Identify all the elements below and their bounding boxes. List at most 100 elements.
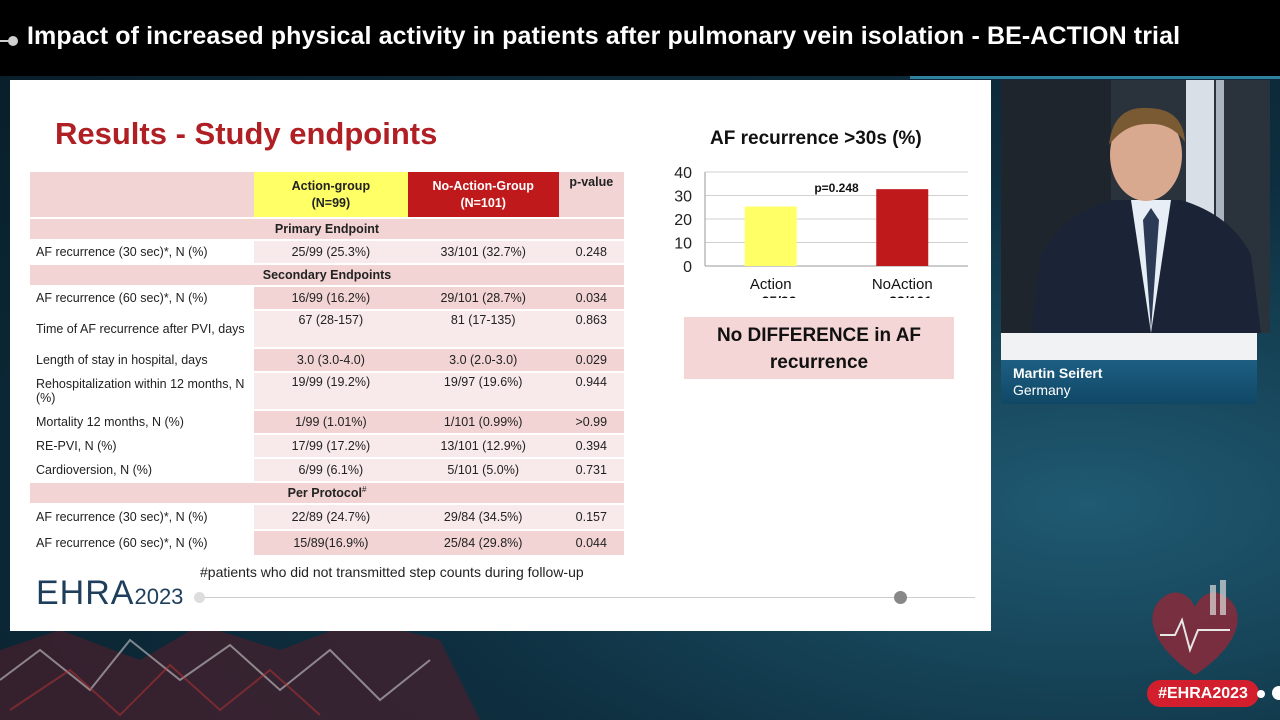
- table-row: Rehospitalization within 12 months, N (%…: [30, 373, 624, 409]
- title-decor-line: [0, 40, 10, 42]
- row-action-value: 15/89(16.9%): [253, 531, 408, 555]
- chart-y-tick-label: 0: [683, 259, 692, 276]
- table-row: AF recurrence (30 sec)*, N (%) 22/89 (24…: [30, 505, 624, 529]
- hashtag-decor-dot: [1257, 690, 1265, 698]
- row-label: AF recurrence (30 sec)*, N (%): [36, 245, 208, 259]
- row-action-value: 22/89 (24.7%): [253, 505, 408, 529]
- row-label: Mortality 12 months, N (%): [36, 415, 184, 429]
- row-label: Cardioversion, N (%): [36, 463, 153, 477]
- chart-bar: [876, 189, 929, 266]
- af-recurrence-chart: 0 10 20 30 40 Actionn=25/99 NoActionn=33/101 p=…: [674, 165, 968, 298]
- row-noaction-value: 5/101 (5.0%): [407, 459, 559, 481]
- hashtag-decor-dot: [1272, 686, 1280, 700]
- background-network-pattern: [0, 620, 480, 720]
- header-action-label: Action-group: [291, 178, 371, 193]
- header-noaction-group: No-Action-Group (N=101): [407, 172, 559, 217]
- speaker-name: Martin Seifert: [1013, 365, 1103, 381]
- logo-main: EHRA: [36, 574, 135, 612]
- row-action-value: 3.0 (3.0-4.0): [253, 349, 408, 371]
- row-label: Rehospitalization within 12 months, N (%…: [36, 377, 245, 405]
- table-row: AF recurrence (60 sec)*, N (%) 16/99 (16…: [30, 287, 624, 309]
- header-p-value: p-value: [558, 172, 624, 217]
- row-label: AF recurrence (60 sec)*, N (%): [36, 536, 208, 550]
- row-noaction-value: 1/101 (0.99%): [407, 411, 559, 433]
- row-p-value: 0.863: [558, 311, 624, 347]
- table-row: AF recurrence (60 sec)*, N (%) 15/89(16.…: [30, 531, 624, 555]
- logo-year: 2023: [134, 584, 184, 609]
- row-label: RE-PVI, N (%): [36, 439, 117, 453]
- broadcast-title: Impact of increased physical activity in…: [27, 22, 1181, 50]
- table-row: Cardioversion, N (%) 6/99 (6.1%) 5/101 (…: [30, 459, 624, 481]
- broadcast-title-bar: Impact of increased physical activity in…: [0, 0, 1280, 76]
- chart-y-tick-label: 30: [674, 189, 692, 206]
- row-p-value: 0.944: [558, 373, 624, 409]
- section-label: Secondary Endpoints: [30, 265, 624, 285]
- row-action-value: 19/99 (19.2%): [253, 373, 408, 409]
- footnote: #patients who did not transmitted step c…: [200, 564, 584, 580]
- header-noaction-n: (N=101): [460, 195, 506, 210]
- callout-line2: recurrence: [769, 352, 869, 373]
- header-noaction-label: No-Action-Group: [432, 178, 534, 193]
- chart-category-label: NoAction: [872, 276, 933, 293]
- chart-y-tick-label: 20: [674, 212, 692, 229]
- event-hashtag: #EHRA2023: [1147, 680, 1259, 707]
- callout-line1: No DIFFERENCE in AF: [716, 325, 922, 346]
- row-p-value: 0.029: [558, 349, 624, 371]
- row-action-value: 16/99 (16.2%): [253, 287, 408, 309]
- speaker-country: Germany: [1013, 382, 1071, 398]
- row-noaction-value: 19/97 (19.6%): [407, 373, 559, 409]
- chart-title: AF recurrence >30s (%): [710, 128, 922, 149]
- row-p-value: 0.044: [558, 531, 624, 555]
- table-row: Time of AF recurrence after PVI, days 67…: [30, 311, 624, 347]
- row-p-value: 0.034: [558, 287, 624, 309]
- row-p-value: 0.248: [558, 241, 624, 263]
- speaker-name-tag: Martin Seifert Germany: [1001, 360, 1257, 404]
- row-noaction-value: 29/84 (34.5%): [407, 505, 559, 529]
- results-table: Action-group (N=99) No-Action-Group (N=101…: [30, 170, 624, 557]
- header-empty-cell: [30, 172, 254, 217]
- row-action-value: 67 (28-157): [253, 311, 408, 347]
- table-header-row: Action-group (N=99) No-Action-Group (N=101…: [30, 172, 624, 217]
- chart-category-label: Action: [750, 276, 792, 293]
- row-label: Length of stay in hospital, days: [36, 353, 208, 367]
- chart-y-tick-label: 40: [674, 165, 692, 182]
- table-row: RE-PVI, N (%) 17/99 (17.2%) 13/101 (12.9…: [30, 435, 624, 457]
- row-noaction-value: 3.0 (2.0-3.0): [407, 349, 559, 371]
- row-label: AF recurrence (30 sec)*, N (%): [36, 510, 208, 524]
- row-noaction-value: 29/101 (28.7%): [407, 287, 559, 309]
- row-p-value: >0.99: [558, 411, 624, 433]
- section-row-per-protocol: Per Protocol#: [30, 483, 624, 503]
- chart-category-sublabel: n=33/101: [872, 293, 932, 298]
- row-label: AF recurrence (60 sec)*, N (%): [36, 291, 208, 305]
- row-p-value: 0.394: [558, 435, 624, 457]
- slide-progress-start-dot: [194, 592, 205, 603]
- header-action-n: (N=99): [311, 195, 351, 210]
- table-row: AF recurrence (30 sec)*, N (%) 25/99 (25…: [30, 241, 624, 263]
- title-accent-line: [910, 76, 1280, 79]
- table-row: Mortality 12 months, N (%) 1/99 (1.01%) …: [30, 411, 624, 433]
- chart-category-sublabel: n=25/99: [745, 293, 797, 298]
- header-action-group: Action-group (N=99): [253, 172, 408, 217]
- row-p-value: 0.731: [558, 459, 624, 481]
- row-p-value: 0.157: [558, 505, 624, 529]
- per-protocol-label: Per Protocol: [287, 486, 362, 501]
- row-noaction-value: 81 (17-135): [407, 311, 559, 347]
- ehra-heart-logo: [1152, 580, 1238, 675]
- section-label: Per Protocol#: [30, 483, 624, 503]
- row-action-value: 17/99 (17.2%): [253, 435, 408, 457]
- table-row: Length of stay in hospital, days 3.0 (3.…: [30, 349, 624, 371]
- slide-title: Results - Study endpoints: [55, 116, 438, 151]
- chart-annotation: p=0.248: [814, 181, 859, 195]
- name-tag-header: [1001, 333, 1257, 360]
- row-noaction-value: 25/84 (29.8%): [407, 531, 559, 555]
- section-label: Primary Endpoint: [30, 219, 624, 239]
- row-noaction-value: 33/101 (32.7%): [407, 241, 559, 263]
- row-label: Time of AF recurrence after PVI, days: [36, 322, 245, 336]
- chart-y-tick-label: 10: [674, 236, 692, 253]
- row-action-value: 1/99 (1.01%): [253, 411, 408, 433]
- section-row-primary: Primary Endpoint: [30, 219, 624, 239]
- per-protocol-mark: #: [361, 485, 367, 495]
- speaker-video: [1001, 80, 1270, 333]
- row-noaction-value: 13/101 (12.9%): [407, 435, 559, 457]
- title-decor-dot: [8, 36, 18, 46]
